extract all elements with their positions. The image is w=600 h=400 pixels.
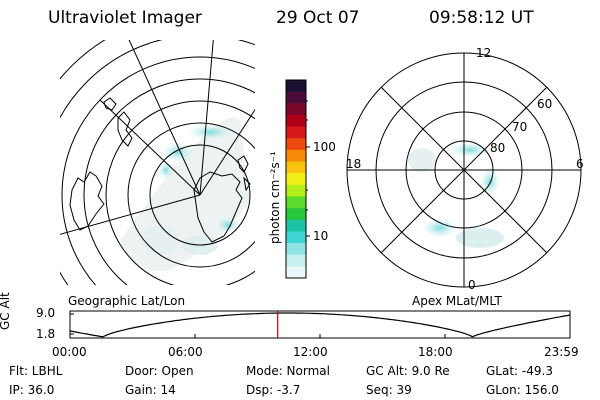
info-seq: Seq: 39 <box>366 383 412 397</box>
colorbar-swatch <box>286 196 306 209</box>
colorbar <box>285 79 310 279</box>
geo-map-label: Geographic Lat/Lon <box>68 294 186 308</box>
colorbar-tick-100: 100 <box>313 140 336 154</box>
colorbar-swatch <box>286 80 306 93</box>
colorbar-swatch <box>286 173 306 186</box>
geographic-map <box>60 40 255 285</box>
colorbar-swatch <box>286 208 306 221</box>
polar-aurora <box>408 142 504 248</box>
longitude-lines <box>60 40 255 235</box>
colorbar-swatch <box>286 149 306 163</box>
colorbar-swatch <box>286 138 306 151</box>
altitude-ytick-1-8: 1.8 <box>36 327 56 341</box>
mlt-label-12: 12 <box>476 46 492 60</box>
colorbar-scale <box>286 80 306 279</box>
colorbar-unit-label: photon cm⁻²s⁻¹ <box>268 151 282 244</box>
info-gc-alt: GC Alt: 9.0 Re <box>366 364 450 378</box>
info-gain: Gain: 14 <box>125 383 176 397</box>
time-tick-1800: 18:00 <box>418 345 453 359</box>
colorbar-tick-10: 10 <box>313 229 329 243</box>
instrument-title: Ultraviolet Imager <box>48 8 202 28</box>
colorbar-swatch <box>286 243 306 256</box>
time-label: 09:58:12 UT <box>429 8 534 28</box>
mlat-label-70: 70 <box>512 120 528 134</box>
colorbar-swatch <box>286 161 306 174</box>
altitude-curve <box>69 312 571 338</box>
colorbar-swatch <box>286 103 306 116</box>
colorbar-swatch <box>286 91 306 104</box>
colorbar-swatch <box>286 219 306 233</box>
polar-map <box>346 52 582 288</box>
info-glon: GLon: 156.0 <box>486 383 559 397</box>
colorbar-swatch <box>286 231 306 244</box>
colorbar-swatch <box>286 126 306 139</box>
info-filter: Flt: LBHL <box>9 364 63 378</box>
altitude-ytick-9: 9.0 <box>36 306 56 320</box>
info-ip: IP: 36.0 <box>9 383 55 397</box>
colorbar-ticks <box>306 100 310 237</box>
polar-grid-spokes <box>347 53 581 287</box>
mlt-label-0: 0 <box>468 278 476 292</box>
time-tick-0600: 06:00 <box>168 345 203 359</box>
colorbar-swatch <box>286 254 306 267</box>
mlt-label-18: 18 <box>346 157 362 171</box>
colorbar-swatch <box>286 266 306 279</box>
time-tick-2359: 23:59 <box>544 345 579 359</box>
altitude-panel <box>69 310 571 339</box>
coastlines <box>69 97 251 243</box>
info-door: Door: Open <box>125 364 194 378</box>
latitude-circles <box>60 40 255 285</box>
colorbar-swatch <box>286 184 306 198</box>
info-dsp: Dsp: -3.7 <box>246 383 301 397</box>
polar-map-label: Apex MLat/MLT <box>412 294 502 308</box>
mlat-label-60: 60 <box>537 97 553 111</box>
altitude-ylabel: GC Alt <box>0 292 12 330</box>
altitude-yticks <box>70 313 74 335</box>
info-glat: GLat: -49.3 <box>486 364 553 378</box>
altitude-xticks <box>69 334 571 338</box>
date-label: 29 Oct 07 <box>276 8 360 28</box>
mlat-label-80: 80 <box>490 141 506 155</box>
colorbar-swatch <box>286 114 306 128</box>
info-mode: Mode: Normal <box>246 364 330 378</box>
time-tick-1200: 12:00 <box>293 345 328 359</box>
mlt-label-6: 6 <box>576 157 584 171</box>
time-tick-0000: 00:00 <box>52 345 87 359</box>
